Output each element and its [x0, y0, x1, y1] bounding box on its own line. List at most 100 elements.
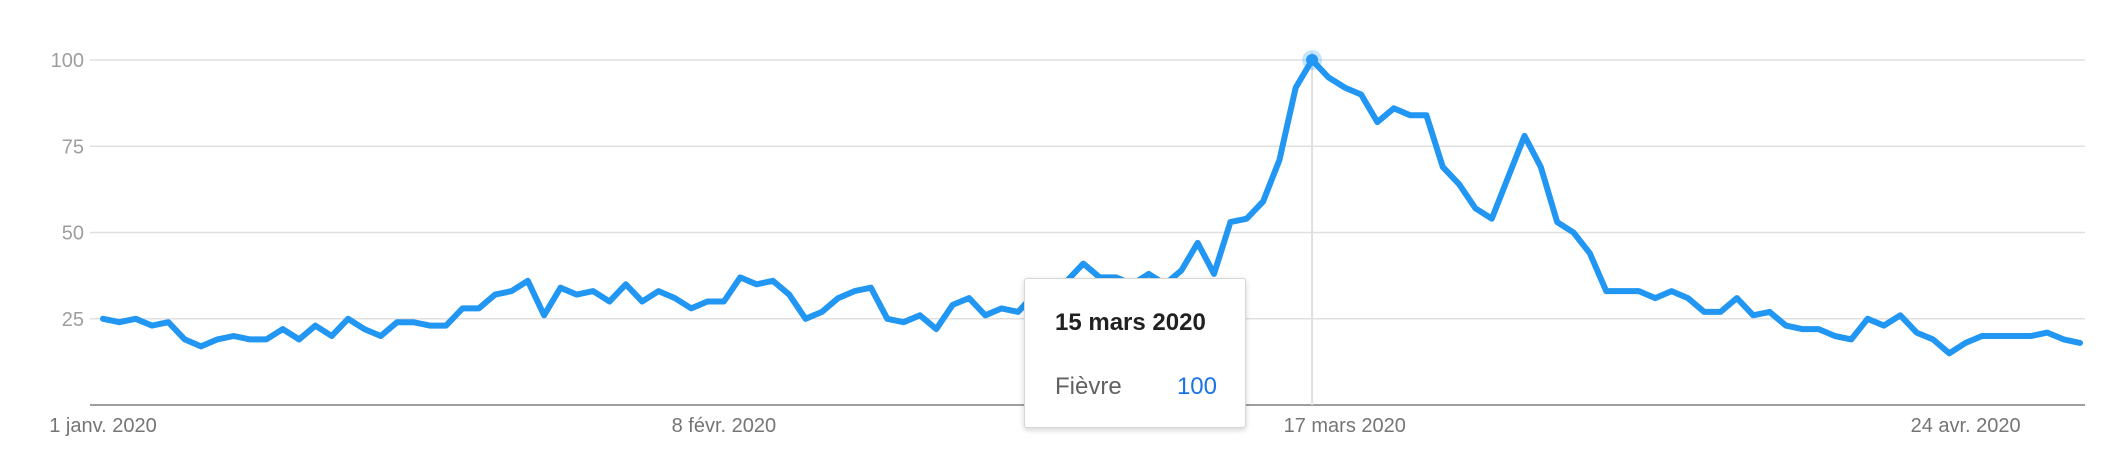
data-point: [770, 278, 776, 284]
data-point: [917, 312, 923, 318]
x-axis-labels: 1 janv. 2020 8 févr. 2020 17 mars 2020 24 a…: [49, 415, 2020, 437]
data-point: [1783, 323, 1789, 329]
data-point: [394, 319, 400, 325]
data-point: [1832, 333, 1838, 339]
data-point: [1685, 295, 1691, 301]
data-point: [1260, 198, 1266, 204]
data-point: [1816, 326, 1822, 332]
data-point: [1669, 288, 1675, 294]
data-point: [1015, 309, 1021, 315]
data-point: [607, 299, 613, 305]
data-point: [525, 278, 531, 284]
data-point: [1734, 295, 1740, 301]
data-point: [868, 285, 874, 291]
y-tick-label: 25: [62, 309, 84, 331]
data-point: [410, 319, 416, 325]
data-point: [835, 295, 841, 301]
data-point: [1342, 85, 1348, 91]
data-point: [1407, 112, 1413, 118]
x-tick-label: 1 janv. 2020: [49, 415, 157, 437]
data-point: [1865, 316, 1871, 322]
data-point: [688, 305, 694, 311]
data-point: [296, 336, 302, 342]
data-point: [1456, 181, 1462, 187]
data-point: [1276, 157, 1282, 163]
data-point: [116, 319, 122, 325]
data-point: [280, 326, 286, 332]
tooltip-series-name: Fièvre: [1055, 373, 1122, 400]
y-axis-labels: 25 50 75 100: [51, 50, 84, 331]
data-point: [378, 333, 384, 339]
data-point: [2028, 333, 2034, 339]
data-point: [1374, 119, 1380, 125]
data-point: [214, 336, 220, 342]
data-point: [1570, 230, 1576, 236]
data-point: [1603, 288, 1609, 294]
data-point: [263, 336, 269, 342]
data-point: [476, 305, 482, 311]
x-tick-label: 24 avr. 2020: [1911, 415, 2021, 437]
data-point: [1587, 250, 1593, 256]
data-point: [1080, 261, 1086, 267]
x-tick-label: 17 mars 2020: [1284, 415, 1406, 437]
data-point: [721, 299, 727, 305]
data-point: [345, 316, 351, 322]
data-point: [2044, 330, 2050, 336]
data-point: [1146, 271, 1152, 277]
data-point: [574, 292, 580, 298]
data-point: [1195, 240, 1201, 246]
data-point: [1538, 164, 1544, 170]
data-point: [1930, 336, 1936, 342]
data-point: [950, 302, 956, 308]
tooltip-date: 15 mars 2020: [1055, 309, 1206, 336]
data-point: [427, 323, 433, 329]
data-point: [1391, 105, 1397, 111]
data-point: [1897, 312, 1903, 318]
data-point: [1767, 309, 1773, 315]
data-point: [852, 288, 858, 294]
data-point: [754, 281, 760, 287]
data-point: [1440, 164, 1446, 170]
data-point: [361, 326, 367, 332]
data-point: [231, 333, 237, 339]
hover-point[interactable]: [1306, 54, 1319, 66]
data-point: [1718, 309, 1724, 315]
data-point: [966, 295, 972, 301]
data-point: [2077, 340, 2083, 346]
data-point: [312, 323, 318, 329]
data-point: [1423, 112, 1429, 118]
data-point: [182, 336, 188, 342]
y-tick-label: 50: [62, 223, 84, 245]
data-point: [541, 312, 547, 318]
data-point: [492, 292, 498, 298]
data-point: [2061, 336, 2067, 342]
x-tick-label: 8 févr. 2020: [672, 415, 777, 437]
data-point: [639, 299, 645, 305]
data-point: [705, 299, 711, 305]
data-point: [819, 309, 825, 315]
data-point: [786, 292, 792, 298]
data-point: [247, 336, 253, 342]
data-point: [133, 316, 139, 322]
data-point: [149, 323, 155, 329]
data-point: [1963, 340, 1969, 346]
data-point: [1620, 288, 1626, 294]
series-line-fievre[interactable]: [100, 57, 2083, 357]
data-point: [100, 316, 106, 322]
data-point: [2012, 333, 2018, 339]
data-point: [656, 288, 662, 294]
data-tooltip: 15 mars 2020 Fièvre 100: [1024, 278, 1246, 428]
data-point: [1521, 133, 1527, 139]
data-point: [508, 288, 514, 294]
data-point: [459, 305, 465, 311]
data-point: [982, 312, 988, 318]
data-point: [1636, 288, 1642, 294]
data-point: [1489, 216, 1495, 222]
data-point: [999, 305, 1005, 311]
data-point: [1979, 333, 1985, 339]
data-point: [165, 319, 171, 325]
data-point: [1505, 174, 1511, 180]
data-point: [1293, 85, 1299, 91]
data-point: [1211, 271, 1217, 277]
data-point: [1178, 267, 1184, 273]
